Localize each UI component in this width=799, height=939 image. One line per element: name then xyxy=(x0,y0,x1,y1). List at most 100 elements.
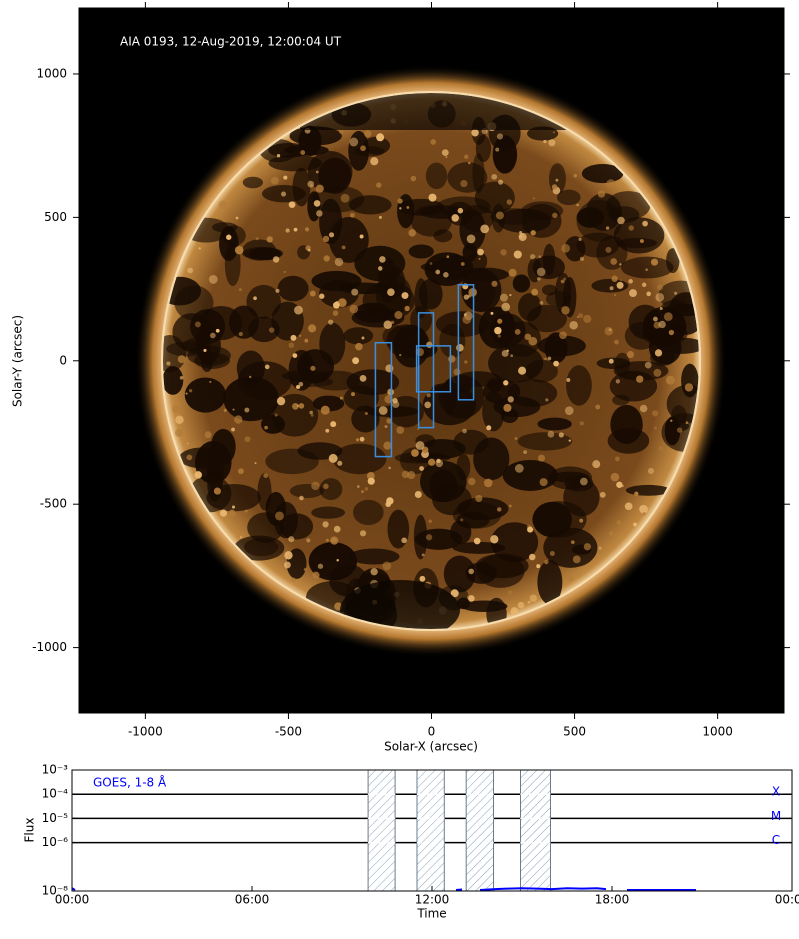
bright-point xyxy=(349,137,359,147)
bright-point xyxy=(619,279,622,282)
annotation: AIA 0193, 12-Aug-2019, 12:00:04 UT xyxy=(120,35,342,49)
bright-point xyxy=(303,567,308,572)
bright-point xyxy=(209,380,212,384)
bright-point xyxy=(283,175,288,180)
bright-point xyxy=(610,258,618,265)
bright-point xyxy=(495,147,500,152)
bright-point xyxy=(322,235,330,243)
dark-region xyxy=(620,256,674,279)
bright-point xyxy=(376,133,385,142)
bright-point xyxy=(548,139,556,147)
bright-point xyxy=(359,530,367,537)
bright-point xyxy=(537,277,541,281)
bright-point xyxy=(658,446,663,451)
bright-point xyxy=(307,248,311,252)
bright-point xyxy=(684,383,694,392)
bright-point xyxy=(462,428,467,434)
dark-region xyxy=(339,282,389,295)
bright-point xyxy=(629,289,637,298)
bright-point xyxy=(238,288,242,292)
dark-region xyxy=(512,274,531,293)
bright-point xyxy=(463,294,469,300)
bright-point xyxy=(390,320,395,325)
bright-point xyxy=(341,245,346,250)
bright-point xyxy=(383,320,392,329)
dark-region xyxy=(418,278,443,310)
bright-point xyxy=(186,442,189,445)
bright-point xyxy=(396,426,405,435)
bright-point xyxy=(528,553,536,561)
bright-point xyxy=(514,464,524,473)
dark-region xyxy=(343,327,374,345)
bright-point xyxy=(392,397,398,404)
bright-point xyxy=(198,247,201,250)
y-tick-label: 10⁻⁵ xyxy=(42,811,69,825)
bright-point xyxy=(430,139,437,145)
bright-point xyxy=(517,601,525,609)
bright-point xyxy=(634,491,639,497)
bright-point xyxy=(283,561,291,569)
bright-point xyxy=(509,293,512,297)
bright-point xyxy=(523,450,528,455)
bright-point xyxy=(494,326,502,335)
bright-point xyxy=(268,327,275,333)
bright-point xyxy=(641,282,647,288)
bright-point xyxy=(291,577,296,583)
bright-point xyxy=(555,178,559,182)
dark-region xyxy=(502,459,558,491)
y-axis-label: Flux xyxy=(23,818,37,843)
bright-point xyxy=(508,268,517,277)
bright-point xyxy=(456,344,464,352)
bright-point xyxy=(299,334,302,337)
bright-point xyxy=(175,415,184,425)
bright-point xyxy=(536,564,541,569)
bright-point xyxy=(610,472,620,482)
bright-point xyxy=(578,237,582,242)
bright-point xyxy=(419,575,426,582)
bright-point xyxy=(497,318,503,324)
bright-point xyxy=(608,358,614,364)
dark-region xyxy=(557,189,581,206)
bright-point xyxy=(203,348,207,352)
bright-point xyxy=(254,462,257,465)
bright-point xyxy=(401,470,410,479)
bright-point xyxy=(361,336,365,340)
bright-point xyxy=(665,375,675,385)
bright-point xyxy=(276,396,286,406)
bright-point xyxy=(568,439,571,442)
x-tick-label: 0 xyxy=(428,725,436,739)
bright-point xyxy=(553,360,559,367)
bright-point xyxy=(509,504,512,508)
bright-point xyxy=(364,411,368,415)
bright-point xyxy=(401,292,409,300)
dark-region xyxy=(610,404,643,445)
bright-point xyxy=(491,280,498,287)
bright-point xyxy=(290,334,297,341)
dark-region xyxy=(210,428,236,465)
bright-point xyxy=(497,334,501,338)
bright-point xyxy=(579,518,584,523)
dark-region xyxy=(576,232,620,258)
bright-point xyxy=(508,590,513,595)
bright-point xyxy=(436,458,441,464)
bright-point xyxy=(378,215,382,219)
dark-region xyxy=(257,473,272,511)
dark-region xyxy=(318,157,352,194)
bright-point xyxy=(333,525,341,533)
field-of-view-box xyxy=(374,341,393,458)
bright-point xyxy=(583,314,592,323)
bright-point xyxy=(579,421,584,426)
bright-point xyxy=(579,477,588,486)
dark-region xyxy=(475,135,492,163)
bright-point xyxy=(325,428,330,433)
bright-point xyxy=(292,403,299,410)
dark-region xyxy=(420,261,463,273)
bright-point xyxy=(238,331,243,337)
bright-point xyxy=(210,332,216,339)
time-window xyxy=(416,769,445,892)
bright-point xyxy=(415,347,424,357)
legend-label: GOES, 1-8 Å xyxy=(93,775,167,790)
bright-point xyxy=(385,501,391,508)
dark-region xyxy=(537,560,563,605)
bright-point xyxy=(497,507,502,512)
